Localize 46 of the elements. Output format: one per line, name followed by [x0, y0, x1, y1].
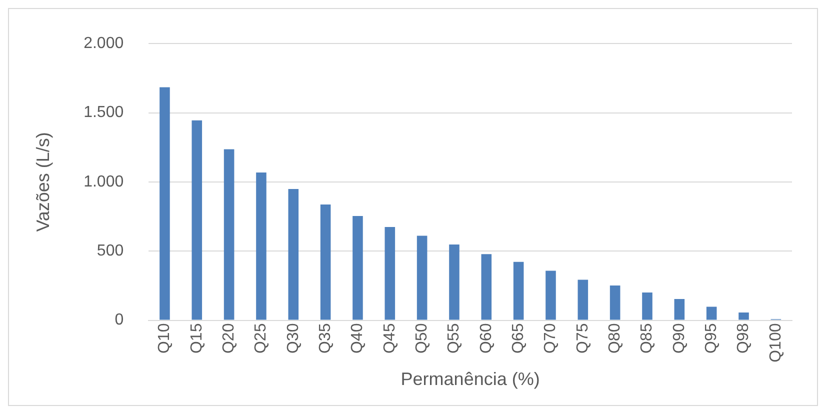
- bar: [192, 120, 202, 320]
- bar: [578, 280, 588, 320]
- y-tick-label: 500: [96, 242, 124, 260]
- y-tick-label: 2.000: [84, 35, 124, 52]
- bar: [706, 306, 717, 320]
- x-tick-label: Q20: [220, 323, 238, 354]
- x-axis-title: Permanência (%): [400, 369, 540, 390]
- x-tick-label: Q98: [735, 323, 752, 354]
- bar: [642, 292, 652, 320]
- x-tick-label: Q100: [767, 323, 784, 362]
- bar: [546, 270, 556, 320]
- x-tick-label: Q10: [156, 323, 174, 354]
- x-tick-label: Q30: [284, 323, 302, 354]
- x-tick-label: Q90: [670, 323, 688, 354]
- x-tick-label: Q75: [574, 323, 592, 354]
- x-tick-label: Q60: [478, 323, 495, 354]
- x-tick-label: Q85: [638, 323, 656, 354]
- bar: [352, 216, 363, 320]
- x-tick-label: Q50: [413, 323, 430, 354]
- bar: [674, 298, 685, 320]
- bar: [224, 149, 234, 320]
- y-tick-label: 0: [114, 312, 124, 329]
- x-tick-label: Q65: [510, 323, 527, 354]
- bar: [513, 262, 524, 320]
- bar: [738, 312, 749, 320]
- x-tick-label: Q95: [702, 323, 720, 354]
- y-tick-label: 1.000: [84, 173, 124, 190]
- x-tick-label: Q80: [606, 323, 624, 354]
- bar: [416, 236, 428, 320]
- x-tick-label: Q45: [381, 323, 398, 354]
- y-axis-title: Vazões (L/s): [32, 132, 53, 232]
- bar: [384, 227, 396, 320]
- bar: [256, 172, 266, 320]
- y-tick-label: 1.500: [84, 104, 124, 122]
- x-tick-label: Q40: [349, 323, 366, 354]
- bar: [610, 286, 620, 320]
- bar: [481, 254, 492, 320]
- x-tick-label: Q70: [542, 323, 560, 354]
- x-tick-label: Q15: [188, 323, 206, 354]
- x-tick-label: Q35: [316, 323, 334, 354]
- x-tick-label: Q25: [252, 323, 270, 354]
- bar: [160, 87, 170, 320]
- bar: [288, 188, 299, 320]
- bar: [449, 244, 460, 320]
- bar: [320, 204, 331, 320]
- x-tick-label: Q55: [446, 323, 463, 354]
